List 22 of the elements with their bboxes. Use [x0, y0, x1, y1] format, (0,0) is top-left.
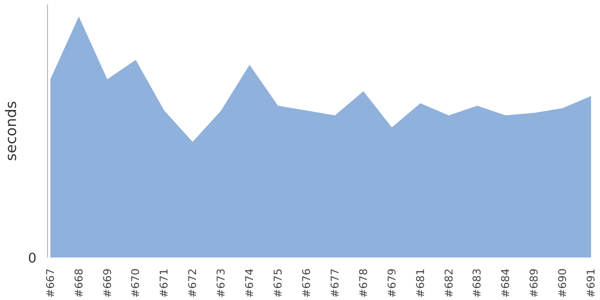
- x-tick-label: #672: [186, 268, 200, 298]
- x-tick-label: #678: [356, 268, 370, 298]
- x-tick-label: #681: [414, 268, 427, 298]
- x-tick-label: #682: [442, 268, 456, 298]
- x-tick-label: #667: [44, 268, 57, 298]
- y-axis-title: seconds: [3, 101, 20, 161]
- x-tick-label: #690: [556, 268, 570, 298]
- x-tick-label: #671: [158, 268, 171, 298]
- x-tick-label: #668: [72, 268, 86, 298]
- x-tick-label: #674: [243, 268, 256, 298]
- x-tick-label: #691: [584, 268, 598, 298]
- x-tick-label: #673: [214, 268, 228, 298]
- x-tick-label: #669: [100, 268, 114, 298]
- x-tick-label: #670: [129, 268, 142, 298]
- x-tick-label: #675: [272, 268, 285, 298]
- x-tick-label: #679: [385, 268, 398, 298]
- annotation: 0: [28, 252, 37, 266]
- x-tick-label: #689: [528, 268, 541, 298]
- x-tick-label: #684: [499, 268, 512, 298]
- x-tick-label: #676: [300, 268, 313, 298]
- x-tick-label: #683: [470, 268, 484, 298]
- x-tick-label: #677: [328, 268, 342, 298]
